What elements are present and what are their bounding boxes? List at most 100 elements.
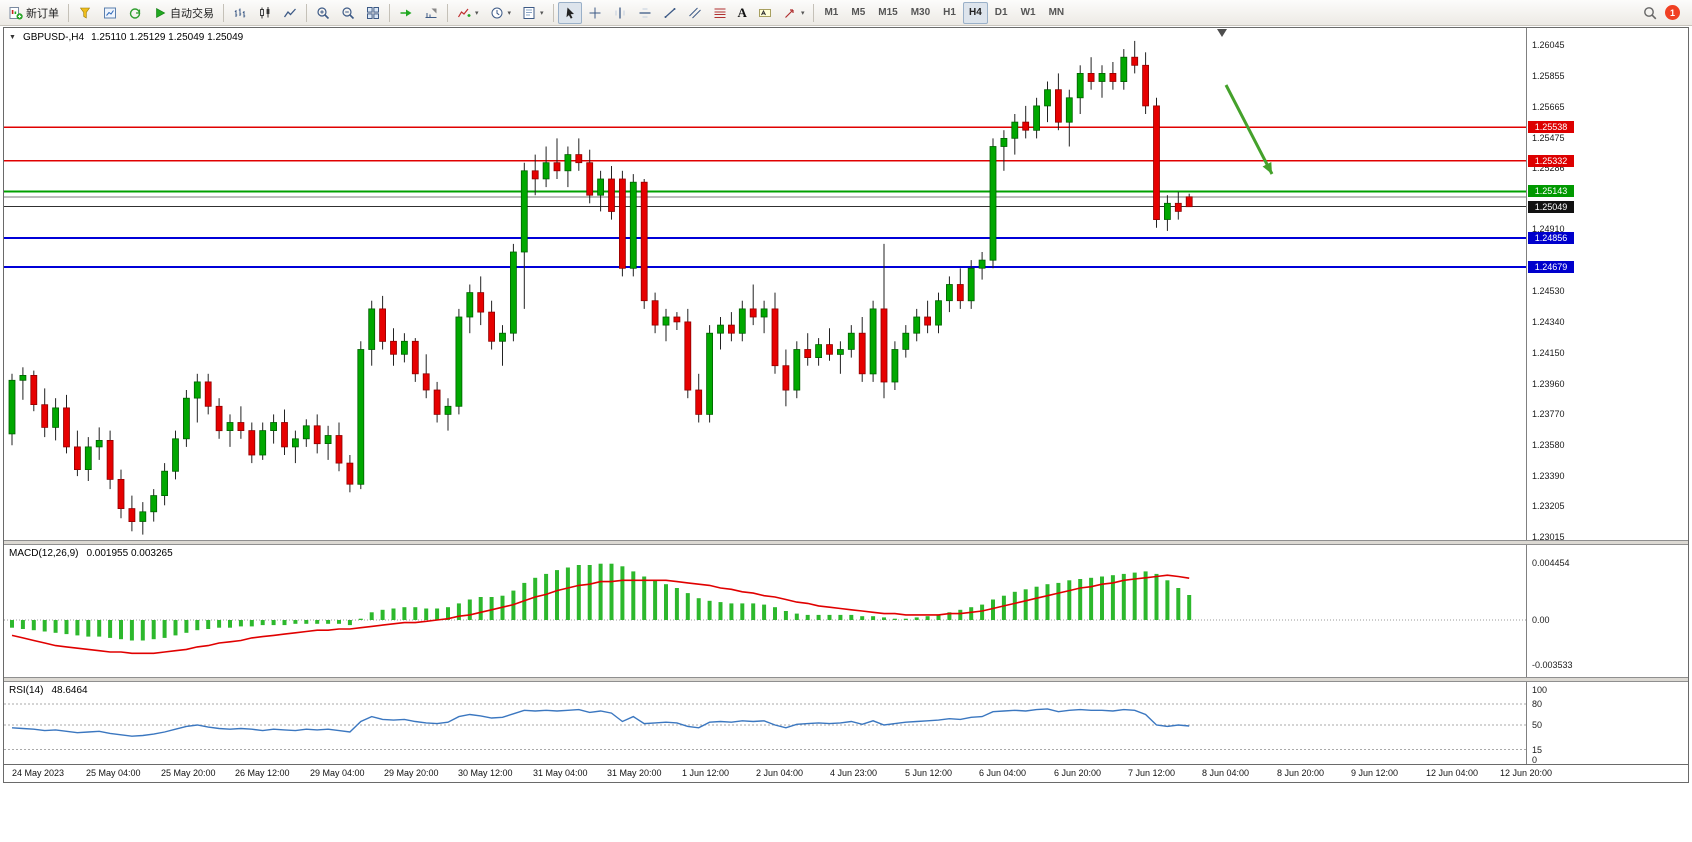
price-axis-label: 1.23580 [1532,440,1565,450]
price-axis-label: 1.23015 [1532,532,1565,540]
chart-shift-marker[interactable] [1217,29,1227,37]
toolbar-separator [306,3,307,22]
line-chart-icon [283,8,296,17]
time-axis-label: 12 Jun 20:00 [1500,768,1553,778]
timeframe-h1[interactable]: H1 [937,2,962,24]
pane-resize-divider[interactable] [4,677,1688,682]
rsi-value: 48.6464 [51,685,88,696]
rsi-axis-label: 100 [1532,685,1548,695]
time-axis-label: 9 Jun 12:00 [1351,768,1399,778]
main-chart-canvas[interactable] [4,28,1526,540]
clock-icon [491,7,503,18]
text-label-button[interactable] [753,2,777,24]
channel-button[interactable] [683,2,707,24]
time-axis-label: 5 Jun 12:00 [905,768,953,778]
timeframe-d1[interactable]: D1 [989,2,1014,24]
time-axis-label: 8 Jun 20:00 [1277,768,1325,778]
fibonacci-button[interactable] [708,2,732,24]
macd-histogram [10,563,1192,641]
rsi-canvas[interactable] [4,682,1526,764]
price-tag-1.25049: 1.25049 [1528,201,1574,213]
price-axis-label: 1.26045 [1532,40,1565,50]
cursor-button[interactable] [557,1,582,24]
time-axis[interactable]: 24 May 2023 25 May 04:00 25 May 20:00 26 Ma… [4,764,1688,782]
toolbar-separator [68,3,69,22]
price-axis[interactable]: 1.26045 1.25855 1.25665 1.25475 1.25286 1.249… [1526,28,1688,540]
toolbar-separator [552,3,554,22]
periods-button[interactable]: ▾ [485,2,517,24]
dropdown-caret: ▾ [475,9,479,17]
chart-candles-button[interactable] [253,2,277,24]
navigator-button[interactable] [123,2,147,24]
arrows-button[interactable]: ▾ [778,2,810,24]
dropdown-caret: ▾ [800,9,805,17]
time-axis-label: 25 May 04:00 [86,768,141,778]
one-click-trading-toggle[interactable]: ▼ [9,34,16,41]
crosshair-button[interactable] [583,2,607,24]
vline-icon [615,7,625,18]
text-button[interactable]: A [733,2,752,24]
zoom-in-button[interactable] [311,2,335,24]
price-tag-1.25332: 1.25332 [1528,155,1574,167]
chart-bars-button[interactable] [228,2,252,24]
rsi-axis[interactable]: 100 80 50 15 0 [1526,682,1688,764]
price-tag-1.24679: 1.24679 [1528,261,1574,273]
horizontal-line-button[interactable] [633,2,657,24]
new-order-label: 新订单 [26,7,59,20]
zoom-out-button[interactable] [336,2,360,24]
notification-badge[interactable]: 1 [1665,5,1680,20]
pane-resize-divider[interactable] [4,540,1688,545]
macd-label: MACD(12,26,9) 0.001955 0.003265 [9,548,173,559]
chart-shift-button[interactable] [419,2,443,24]
market-watch-button[interactable] [98,2,122,24]
chart-window-icon [104,7,116,18]
timeframe-mn[interactable]: MN [1043,2,1071,24]
ohlc-values: 1.25110 1.25129 1.25049 1.25049 [91,32,244,43]
timeframe-group: M1 M5 M15 M30 H1 H4 D1 W1 MN [818,1,1071,24]
new-order-button[interactable]: 新订单 [4,2,64,24]
auto-scroll-button[interactable] [394,2,418,24]
indicators-button[interactable]: ▾ [452,2,484,24]
new-order-icon [9,6,23,19]
timeframe-w1[interactable]: W1 [1015,2,1042,24]
chart-line-button[interactable] [278,2,302,24]
chart-window: ▼ GBPUSD-,H4 1.25110 1.25129 1.25049 1.2… [3,27,1689,783]
macd-canvas[interactable] [4,545,1526,677]
timeframe-m15[interactable]: M15 [872,2,903,24]
template-icon [523,6,535,19]
macd-axis-label: 0.00 [1532,615,1550,625]
macd-name: MACD(12,26,9) [9,548,79,559]
timeframe-h4[interactable]: H4 [962,1,988,24]
macd-signal-line [11,574,1190,655]
hline-icon [639,8,651,17]
price-axis-label: 1.23390 [1532,471,1565,481]
time-axis-label: 8 Jun 04:00 [1202,768,1250,778]
play-icon [156,7,166,18]
macd-axis-label: -0.003533 [1532,660,1573,670]
metaeditor-button[interactable] [73,2,97,24]
main-chart-pane: ▼ GBPUSD-,H4 1.25110 1.25129 1.25049 1.2… [4,28,1688,540]
search-button[interactable] [1638,2,1662,24]
autotrading-button[interactable]: 自动交易 [148,2,219,24]
toolbar-separator [389,3,390,22]
timeframe-m1[interactable]: M1 [818,2,844,24]
timeframe-m30[interactable]: M30 [905,2,936,24]
price-axis-label: 1.23770 [1532,409,1565,419]
candles-layer [8,40,1193,535]
templates-button[interactable]: ▾ [517,2,549,24]
time-axis-label: 1 Jun 12:00 [682,768,730,778]
text-tool-icon: A [737,5,747,20]
time-axis-label: 30 May 12:00 [458,768,513,778]
trendline-button[interactable] [658,2,682,24]
price-axis-label: 1.24340 [1532,317,1565,327]
time-axis-label: 6 Jun 20:00 [1054,768,1102,778]
vertical-line-button[interactable] [608,2,632,24]
tile-windows-button[interactable] [361,2,385,24]
rsi-axis-label: 15 [1532,745,1543,755]
timeframe-m5[interactable]: M5 [845,2,871,24]
bars-icon [234,8,246,17]
arrow-annotation[interactable] [1224,84,1274,175]
candlesticks-icon [260,6,270,18]
price-axis-label: 1.25855 [1532,71,1565,81]
macd-axis[interactable]: 0.004454 0.00 -0.003533 [1526,545,1688,677]
